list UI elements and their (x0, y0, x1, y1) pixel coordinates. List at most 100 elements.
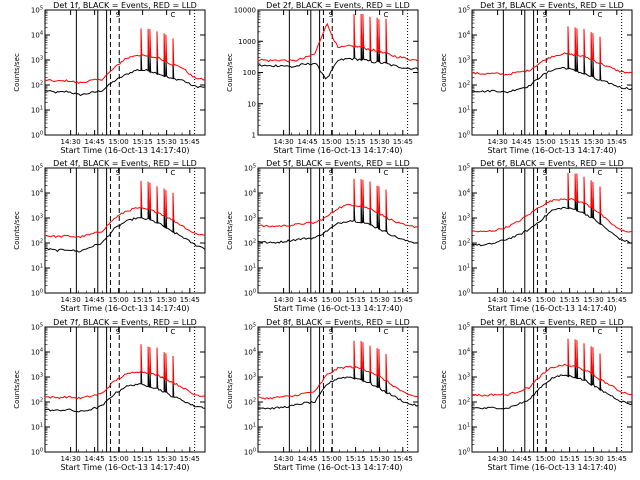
series-line-events (257, 33, 419, 80)
chart-panel-3: Det 3f, BLACK = Events, RED = LLD 100 101 1… (440, 1, 633, 155)
y-tick-label: 104 (31, 31, 43, 40)
marker-label-c: C (384, 169, 389, 177)
x-tick-label: 15:30 (157, 455, 177, 463)
y-tick-label: 102 (31, 398, 43, 407)
x-tick-label: 14:30 (488, 296, 508, 304)
chart-title: Det 3f, BLACK = Events, RED = LLD (480, 1, 624, 10)
y-tick-label: 102 (31, 81, 43, 90)
chart-title: Det 4f, BLACK = Events, RED = LLD (53, 159, 197, 168)
x-tick-label: 14:30 (61, 296, 81, 304)
chart-panel-1: Det 1f, BLACK = Events, RED = LLD 100 101 1… (13, 1, 206, 155)
plot-frame (471, 326, 633, 453)
y-tick-label: 103 (458, 373, 470, 382)
y-tick-label: 100 (243, 69, 256, 77)
series-line-events (44, 50, 206, 97)
y-tick-label: 100 (458, 289, 470, 298)
marker-label-c: C (384, 11, 389, 19)
x-tick-label: 14:45 (85, 296, 105, 304)
x-tick-label: 15:45 (393, 296, 413, 304)
x-tick-label: 15:00 (536, 296, 556, 304)
x-axis-label: Start Time (16-Oct-13 14:17:40) (60, 463, 189, 472)
y-tick-label: 105 (31, 164, 43, 173)
series-line-events (471, 189, 633, 247)
x-tick-label: 15:45 (393, 455, 413, 463)
x-tick-label: 15:30 (370, 138, 390, 146)
y-axis-label: Counts/sec (440, 370, 448, 409)
x-tick-label: 15:45 (607, 138, 627, 146)
y-tick-label: 10000 (234, 7, 256, 15)
plot-frame (257, 167, 419, 294)
marker-label-c: C (171, 328, 176, 336)
marker-label-s: S (329, 11, 334, 19)
y-tick-label: 104 (31, 348, 43, 357)
y-tick-label: 100 (244, 289, 256, 298)
x-tick-label: 15:15 (346, 296, 366, 304)
x-tick-label: 15:30 (584, 455, 604, 463)
x-tick-label: 14:45 (298, 455, 318, 463)
y-tick-label: 100 (31, 289, 43, 298)
y-tick-label: 104 (458, 348, 470, 357)
x-tick-label: 15:00 (109, 455, 129, 463)
x-tick-label: 15:15 (133, 455, 153, 463)
y-tick-label: 104 (31, 189, 43, 198)
chart-title: Det 8f, BLACK = Events, RED = LLD (266, 318, 410, 327)
x-axis-label: Start Time (16-Oct-13 14:17:40) (273, 146, 402, 155)
x-tick-label: 14:30 (274, 455, 294, 463)
y-tick-label: 103 (458, 214, 470, 223)
y-tick-label: 103 (31, 373, 43, 382)
y-tick-label: 1000 (238, 38, 256, 46)
chart-title: Det 1f, BLACK = Events, RED = LLD (53, 1, 197, 10)
y-tick-label: 104 (458, 31, 470, 40)
x-tick-label: 15:45 (607, 296, 627, 304)
x-tick-label: 14:45 (298, 296, 318, 304)
y-axis-label: Counts/sec (13, 53, 21, 92)
y-tick-label: 102 (458, 398, 470, 407)
series-line-events (257, 201, 419, 244)
x-tick-label: 15:00 (322, 455, 342, 463)
chart-title: Det 5f, BLACK = Events, RED = LLD (266, 159, 410, 168)
y-tick-label: 100 (31, 131, 43, 140)
series-line-lld (44, 180, 206, 239)
x-tick-label: 15:00 (322, 296, 342, 304)
x-tick-label: 15:00 (109, 296, 129, 304)
chart-panel-8: Det 8f, BLACK = Events, RED = LLD 100 101 1… (226, 318, 419, 472)
marker-label-s: S (543, 169, 548, 177)
x-tick-label: 14:45 (85, 138, 105, 146)
x-tick-label: 15:45 (180, 138, 200, 146)
x-tick-label: 15:15 (560, 455, 580, 463)
x-axis-label: Start Time (16-Oct-13 14:17:40) (487, 146, 616, 155)
y-tick-label: 100 (244, 448, 256, 457)
y-tick-label: 103 (244, 214, 256, 223)
x-tick-label: 15:15 (560, 138, 580, 146)
marker-label-c: C (171, 11, 176, 19)
x-tick-label: 15:45 (180, 296, 200, 304)
series-line-lld (257, 178, 419, 229)
y-tick-label: 105 (458, 6, 470, 15)
series-line-lld (257, 13, 419, 63)
x-tick-label: 15:15 (346, 455, 366, 463)
marker-label-s: S (543, 11, 548, 19)
y-tick-label: 102 (244, 239, 256, 248)
y-tick-label: 105 (244, 323, 256, 332)
chart-title: Det 2f, BLACK = Events, RED = LLD (266, 1, 410, 10)
plot-frame (257, 326, 419, 453)
series-line-events (44, 364, 206, 413)
x-tick-label: 15:15 (346, 138, 366, 146)
x-tick-label: 15:00 (536, 455, 556, 463)
y-tick-label: 101 (31, 264, 43, 273)
plot-frame (257, 9, 419, 136)
marker-label-c: C (598, 328, 603, 336)
x-tick-label: 15:15 (560, 296, 580, 304)
y-tick-label: 104 (244, 189, 256, 198)
y-tick-label: 102 (31, 239, 43, 248)
x-tick-label: 14:45 (298, 138, 318, 146)
series-line-lld (471, 26, 633, 76)
y-tick-label: 103 (31, 214, 43, 223)
marker-label-s: S (329, 328, 334, 336)
series-line-lld (471, 172, 633, 233)
y-tick-label: 1 (252, 132, 256, 140)
marker-label-c: C (171, 169, 176, 177)
x-tick-label: 15:15 (133, 296, 153, 304)
x-tick-label: 15:30 (584, 138, 604, 146)
